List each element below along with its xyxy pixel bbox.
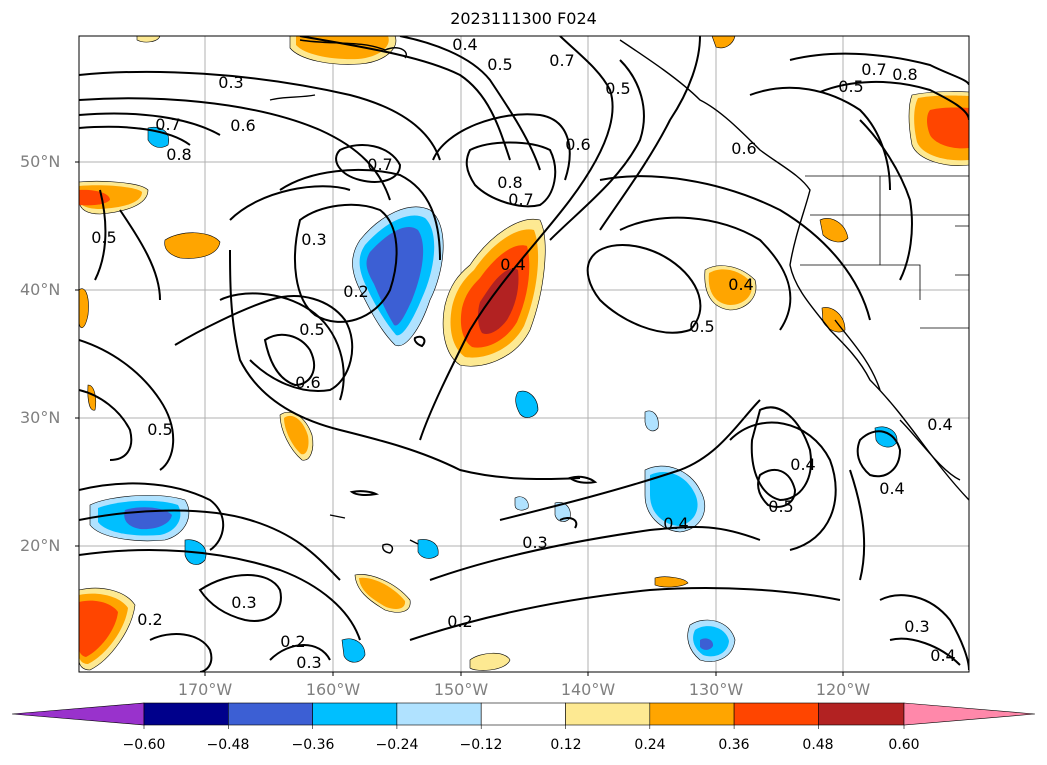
contour-label: 0.7 [508, 190, 533, 209]
colorbar-low-extend [11, 702, 145, 726]
contour-label: 0.7 [155, 115, 180, 134]
colorbar [11, 702, 1036, 729]
contour-label: 0.5 [605, 79, 630, 98]
contour-label: 0.8 [166, 145, 191, 164]
contour-label-group: 0.3 0.4 0.5 0.7 0.5 0.6 0.7 0.6 0.8 0.8 … [91, 35, 955, 672]
contour-label: 0.5 [299, 320, 324, 339]
colorbar-segment [228, 702, 313, 726]
contour-label: 0.2 [280, 632, 305, 651]
colorbar-tick-label: −0.60 [122, 737, 166, 753]
lon-label: 140°W [560, 680, 616, 699]
colorbar-tick-label: −0.36 [291, 737, 335, 753]
contour-label: 0.8 [892, 65, 917, 84]
contour-label: 0.5 [91, 228, 116, 247]
colorbar-tick-label: 0.12 [550, 737, 582, 753]
contour-label: 0.4 [500, 255, 525, 274]
coastlines [269, 39, 969, 554]
contour-label: 0.4 [728, 275, 753, 294]
lon-label: 150°W [433, 680, 489, 699]
graticule [79, 36, 969, 672]
colorbar-segment [565, 702, 651, 726]
lon-label: 120°W [815, 680, 871, 699]
colorbar-high-extend [903, 702, 1036, 726]
colorbar-segment [396, 702, 482, 726]
contour-label: 0.7 [549, 51, 574, 70]
contour-label: 0.3 [296, 653, 321, 672]
contour-label: 0.3 [904, 617, 929, 636]
contour-label: 0.6 [230, 116, 255, 135]
contour-lines [79, 36, 969, 672]
contour-label: 0.4 [879, 479, 904, 498]
contour-label: 0.5 [768, 497, 793, 516]
contour-label: 0.7 [367, 155, 392, 174]
contour-label: 0.6 [565, 135, 590, 154]
contour-label: 0.4 [927, 415, 952, 434]
colorbar-tick-label: −0.12 [459, 737, 503, 753]
colorbar-tick-label: 0.60 [888, 737, 920, 753]
lat-label: 20°N [20, 536, 61, 555]
lat-label: 30°N [20, 408, 61, 427]
contour-label: 0.3 [301, 230, 326, 249]
contour-label: 0.5 [689, 317, 714, 336]
contour-label: 0.8 [497, 173, 522, 192]
contour-label: 0.2 [343, 282, 368, 301]
map-title: 2023111300 F024 [450, 9, 597, 28]
colorbar-tick-label: 0.36 [718, 737, 750, 753]
contour-label: 0.4 [930, 646, 955, 665]
contour-label: 0.6 [731, 139, 756, 158]
lon-label: 130°W [688, 680, 744, 699]
lon-label: 170°W [177, 680, 233, 699]
lat-label: 50°N [20, 152, 61, 171]
map-frame [78, 35, 970, 673]
colorbar-tick-label: 0.24 [634, 737, 666, 753]
contour-label: 0.3 [522, 533, 547, 552]
contour-label: 0.4 [663, 514, 688, 533]
colorbar-segment [312, 702, 398, 726]
lon-label: 160°W [305, 680, 361, 699]
contour-label: 0.4 [452, 35, 477, 54]
colorbar-segment [143, 702, 229, 726]
contour-label: 0.7 [861, 60, 886, 79]
contour-label: 0.2 [447, 612, 472, 631]
contour-label: 0.3 [218, 73, 243, 92]
state-borders [800, 175, 969, 329]
colorbar-segment [818, 702, 905, 726]
colorbar-segment [480, 702, 566, 726]
contour-label: 0.5 [487, 55, 512, 74]
lat-label: 40°N [20, 280, 61, 299]
colorbar-segment [733, 702, 819, 726]
colorbar-tick-label: −0.48 [206, 737, 250, 753]
contour-label: 0.4 [790, 455, 815, 474]
colorbar-tick-label: 0.48 [802, 737, 834, 753]
contour-label: 0.3 [231, 593, 256, 612]
colorbar-tick-label: −0.24 [375, 737, 419, 753]
contour-label: 0.5 [147, 420, 172, 439]
contour-label: 0.6 [295, 373, 320, 392]
colorbar-segment [649, 702, 735, 726]
contour-label: 0.2 [137, 610, 162, 629]
contour-label: 0.5 [838, 77, 863, 96]
